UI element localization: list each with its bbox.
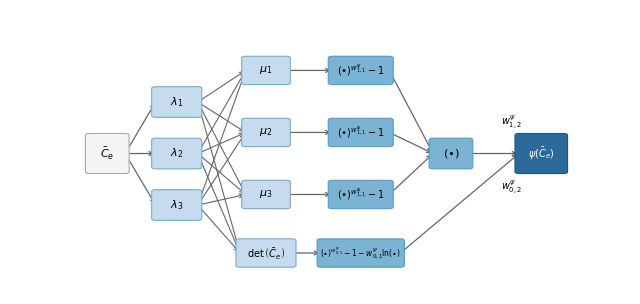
Text: $\lambda_1$: $\lambda_1$ — [170, 95, 184, 109]
FancyBboxPatch shape — [429, 138, 473, 169]
FancyBboxPatch shape — [152, 190, 202, 220]
Text: $\mu_3$: $\mu_3$ — [259, 188, 273, 200]
FancyBboxPatch shape — [328, 180, 393, 209]
Text: $(\bullet)^{w_{1,1}^{\psi}}-1$: $(\bullet)^{w_{1,1}^{\psi}}-1$ — [337, 62, 385, 78]
FancyBboxPatch shape — [242, 118, 291, 147]
Text: $w_{0,2}^{\psi}$: $w_{0,2}^{\psi}$ — [500, 179, 522, 196]
Text: $(\bullet)^{w_{1,1}^{\psi}}-1$: $(\bullet)^{w_{1,1}^{\psi}}-1$ — [337, 187, 385, 202]
Text: $\lambda_2$: $\lambda_2$ — [170, 147, 183, 161]
Text: $w_{1,2}^{\psi}$: $w_{1,2}^{\psi}$ — [500, 113, 522, 131]
Text: $(\bullet)^{w_{0,1}^{\psi}}-1-w_{0,1}^{\psi}\ln(\bullet)$: $(\bullet)^{w_{0,1}^{\psi}}-1-w_{0,1}^{\… — [320, 245, 401, 261]
FancyBboxPatch shape — [317, 239, 404, 267]
Text: $\mu_1$: $\mu_1$ — [259, 64, 273, 76]
FancyBboxPatch shape — [242, 180, 291, 209]
FancyBboxPatch shape — [242, 56, 291, 85]
Text: $\mu_2$: $\mu_2$ — [259, 126, 273, 138]
FancyBboxPatch shape — [328, 56, 393, 85]
Text: $(\bullet)^{w_{1,1}^{\psi}}-1$: $(\bullet)^{w_{1,1}^{\psi}}-1$ — [337, 125, 385, 140]
Text: $\bar{C}_e$: $\bar{C}_e$ — [100, 146, 115, 161]
FancyBboxPatch shape — [328, 118, 393, 147]
FancyBboxPatch shape — [152, 87, 202, 117]
Text: $\det\left(\bar{C}_e\right)$: $\det\left(\bar{C}_e\right)$ — [247, 245, 285, 261]
Text: $(\bullet)$: $(\bullet)$ — [443, 147, 460, 160]
FancyBboxPatch shape — [236, 239, 296, 267]
Text: $\psi(\bar{C}_e)$: $\psi(\bar{C}_e)$ — [528, 146, 555, 161]
FancyBboxPatch shape — [86, 133, 129, 174]
FancyBboxPatch shape — [515, 133, 568, 174]
FancyBboxPatch shape — [152, 138, 202, 169]
Text: $\lambda_3$: $\lambda_3$ — [170, 198, 184, 212]
